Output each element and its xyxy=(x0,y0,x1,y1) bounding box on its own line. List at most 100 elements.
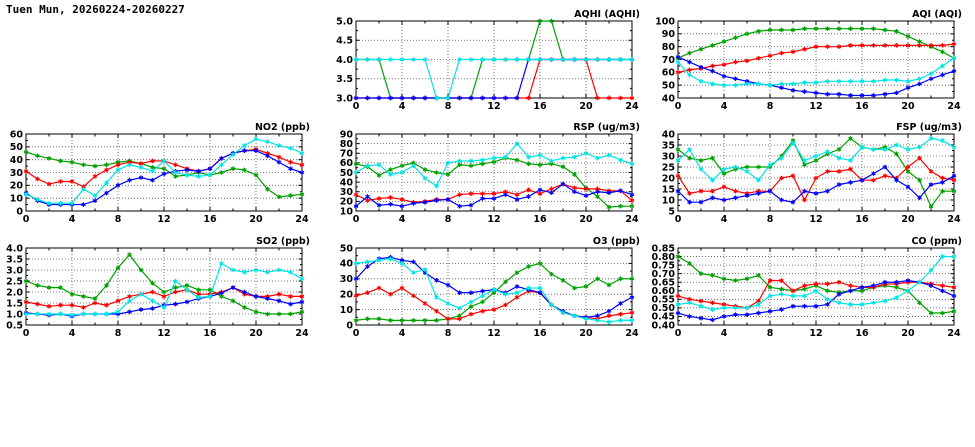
y-tick-label: 20 xyxy=(662,173,676,184)
series-fsp-day4 xyxy=(675,136,957,183)
chart-canvas-so2: 0.51.01.52.02.53.03.54.0 0 4 8 12 16 20 24 xyxy=(6,243,309,339)
series-rsp-day3 xyxy=(353,181,635,209)
x-tick-label: 4 xyxy=(399,328,406,339)
y-tick-label: 60 xyxy=(662,68,676,79)
chart-panel-rsp: RSP (ug/m3) 10 20 30 40 50 60 70 80 90 0 4 8 12 16 20 24 xyxy=(330,122,640,228)
y-tick-label: 4.0 xyxy=(6,243,23,254)
series-co-day4 xyxy=(675,254,957,312)
y-tick-label: 0.60 xyxy=(652,286,675,297)
y-tick-label: 30 xyxy=(662,151,676,162)
x-tick-label: 20 xyxy=(901,328,915,339)
series-o3-day1 xyxy=(353,261,635,323)
series-so2-day1 xyxy=(23,252,305,317)
y-tick-label: 1.5 xyxy=(6,298,23,309)
x-tick-label: 12 xyxy=(809,214,822,225)
x-tick-label: 20 xyxy=(249,214,263,225)
y-tick-label: 20 xyxy=(340,290,354,301)
y-tick-label: 50 xyxy=(340,168,354,179)
x-tick-label: 16 xyxy=(533,101,547,112)
x-tick-label: 0 xyxy=(23,214,30,225)
x-tick-label: 0 xyxy=(675,328,682,339)
y-tick-label: 0 xyxy=(346,320,353,331)
y-tick-label: 5.0 xyxy=(336,16,353,27)
chart-canvas-aqhi: 3.0 3.5 4.0 4.5 5.0 0 4 8 12 16 20 24 xyxy=(336,16,639,112)
x-tick-label: 24 xyxy=(295,328,309,339)
x-tick-label: 24 xyxy=(625,214,639,225)
y-tick-label: 80 xyxy=(340,139,354,150)
x-tick-label: 12 xyxy=(157,214,170,225)
x-tick-label: 8 xyxy=(115,328,122,339)
x-tick-label: 0 xyxy=(23,328,30,339)
y-tick-label: 0.55 xyxy=(652,295,675,306)
y-tick-label: 2.5 xyxy=(6,276,23,287)
y-tick-label: 10 xyxy=(340,206,354,217)
series-o3-day4 xyxy=(353,256,635,325)
series-aqi-day4 xyxy=(675,55,957,88)
x-tick-label: 20 xyxy=(579,328,593,339)
y-tick-label: 40 xyxy=(662,93,676,104)
y-tick-label: 4.0 xyxy=(336,55,353,66)
series-aqi-day1 xyxy=(675,26,957,61)
y-tick-label: 20 xyxy=(10,181,24,192)
x-tick-label: 24 xyxy=(947,328,961,339)
x-tick-label: 4 xyxy=(721,214,728,225)
x-tick-label: 8 xyxy=(445,101,452,112)
y-tick-label: 10 xyxy=(340,305,354,316)
y-tick-label: 10 xyxy=(10,193,24,204)
x-tick-label: 8 xyxy=(767,328,774,339)
series-no2-day1 xyxy=(23,149,305,200)
x-tick-label: 0 xyxy=(353,101,360,112)
chart-title-fsp: FSP (ug/m3) xyxy=(896,122,962,133)
chart-title-rsp: RSP (ug/m3) xyxy=(573,122,640,133)
chart-panel-fsp: FSP (ug/m3) 5 10 15 20 25 30 35 40 0 4 8 12 16 20 24 xyxy=(652,122,962,228)
y-tick-label: 0.5 xyxy=(6,320,23,331)
x-tick-label: 16 xyxy=(203,328,217,339)
chart-panel-aqhi: AQHI (AQHI) 3.0 3.5 4.0 4.5 5.0 0 4 8 12 16 20 24 xyxy=(330,9,640,115)
series-so2-day4 xyxy=(23,261,305,318)
series-aqi-day2 xyxy=(675,41,957,75)
y-tick-label: 0.40 xyxy=(652,320,675,331)
y-tick-label: 0 xyxy=(16,206,23,217)
chart-panel-o3: O3 (ppb) 0 10 20 30 40 50 0 4 8 12 16 20 24 xyxy=(330,236,640,342)
y-tick-label: 0.65 xyxy=(652,278,675,289)
y-tick-label: 3.5 xyxy=(336,74,353,85)
x-tick-label: 16 xyxy=(533,214,547,225)
x-tick-label: 4 xyxy=(721,101,728,112)
x-tick-label: 8 xyxy=(445,328,452,339)
y-tick-label: 3.0 xyxy=(6,265,23,276)
series-no2-day3 xyxy=(23,148,305,207)
x-tick-label: 20 xyxy=(579,214,593,225)
chart-title-co: CO (ppm) xyxy=(911,236,962,247)
x-tick-label: 16 xyxy=(203,214,217,225)
x-tick-label: 4 xyxy=(399,101,406,112)
y-tick-label: 50 xyxy=(662,80,676,91)
series-aqhi-day4 xyxy=(353,57,635,101)
x-tick-label: 8 xyxy=(767,214,774,225)
y-tick-label: 4.5 xyxy=(336,36,353,47)
x-tick-label: 12 xyxy=(809,328,822,339)
x-tick-label: 24 xyxy=(625,328,639,339)
y-tick-label: 40 xyxy=(662,129,676,140)
x-tick-label: 0 xyxy=(675,214,682,225)
y-tick-label: 50 xyxy=(10,142,24,153)
y-tick-label: 0.45 xyxy=(652,312,675,323)
chart-title-aqhi: AQHI (AQHI) xyxy=(574,9,640,20)
y-tick-label: 5 xyxy=(668,206,675,217)
x-tick-label: 4 xyxy=(69,328,76,339)
y-tick-label: 3.5 xyxy=(6,254,23,265)
x-tick-label: 0 xyxy=(353,328,360,339)
page-title: Tuen Mun, 20260224-20260227 xyxy=(6,3,185,16)
y-tick-label: 90 xyxy=(340,129,354,140)
y-tick-label: 70 xyxy=(340,149,354,160)
y-tick-label: 60 xyxy=(340,158,354,169)
y-tick-label: 40 xyxy=(340,259,354,270)
y-tick-label: 80 xyxy=(662,42,676,53)
series-no2-day4 xyxy=(23,136,305,206)
x-tick-label: 24 xyxy=(947,214,961,225)
y-tick-label: 40 xyxy=(340,177,354,188)
y-tick-label: 0.80 xyxy=(652,252,675,263)
chart-panel-aqi: AQI (AQI) 40 50 60 70 80 90 100 0 4 8 12 16 20 24 xyxy=(652,9,962,115)
